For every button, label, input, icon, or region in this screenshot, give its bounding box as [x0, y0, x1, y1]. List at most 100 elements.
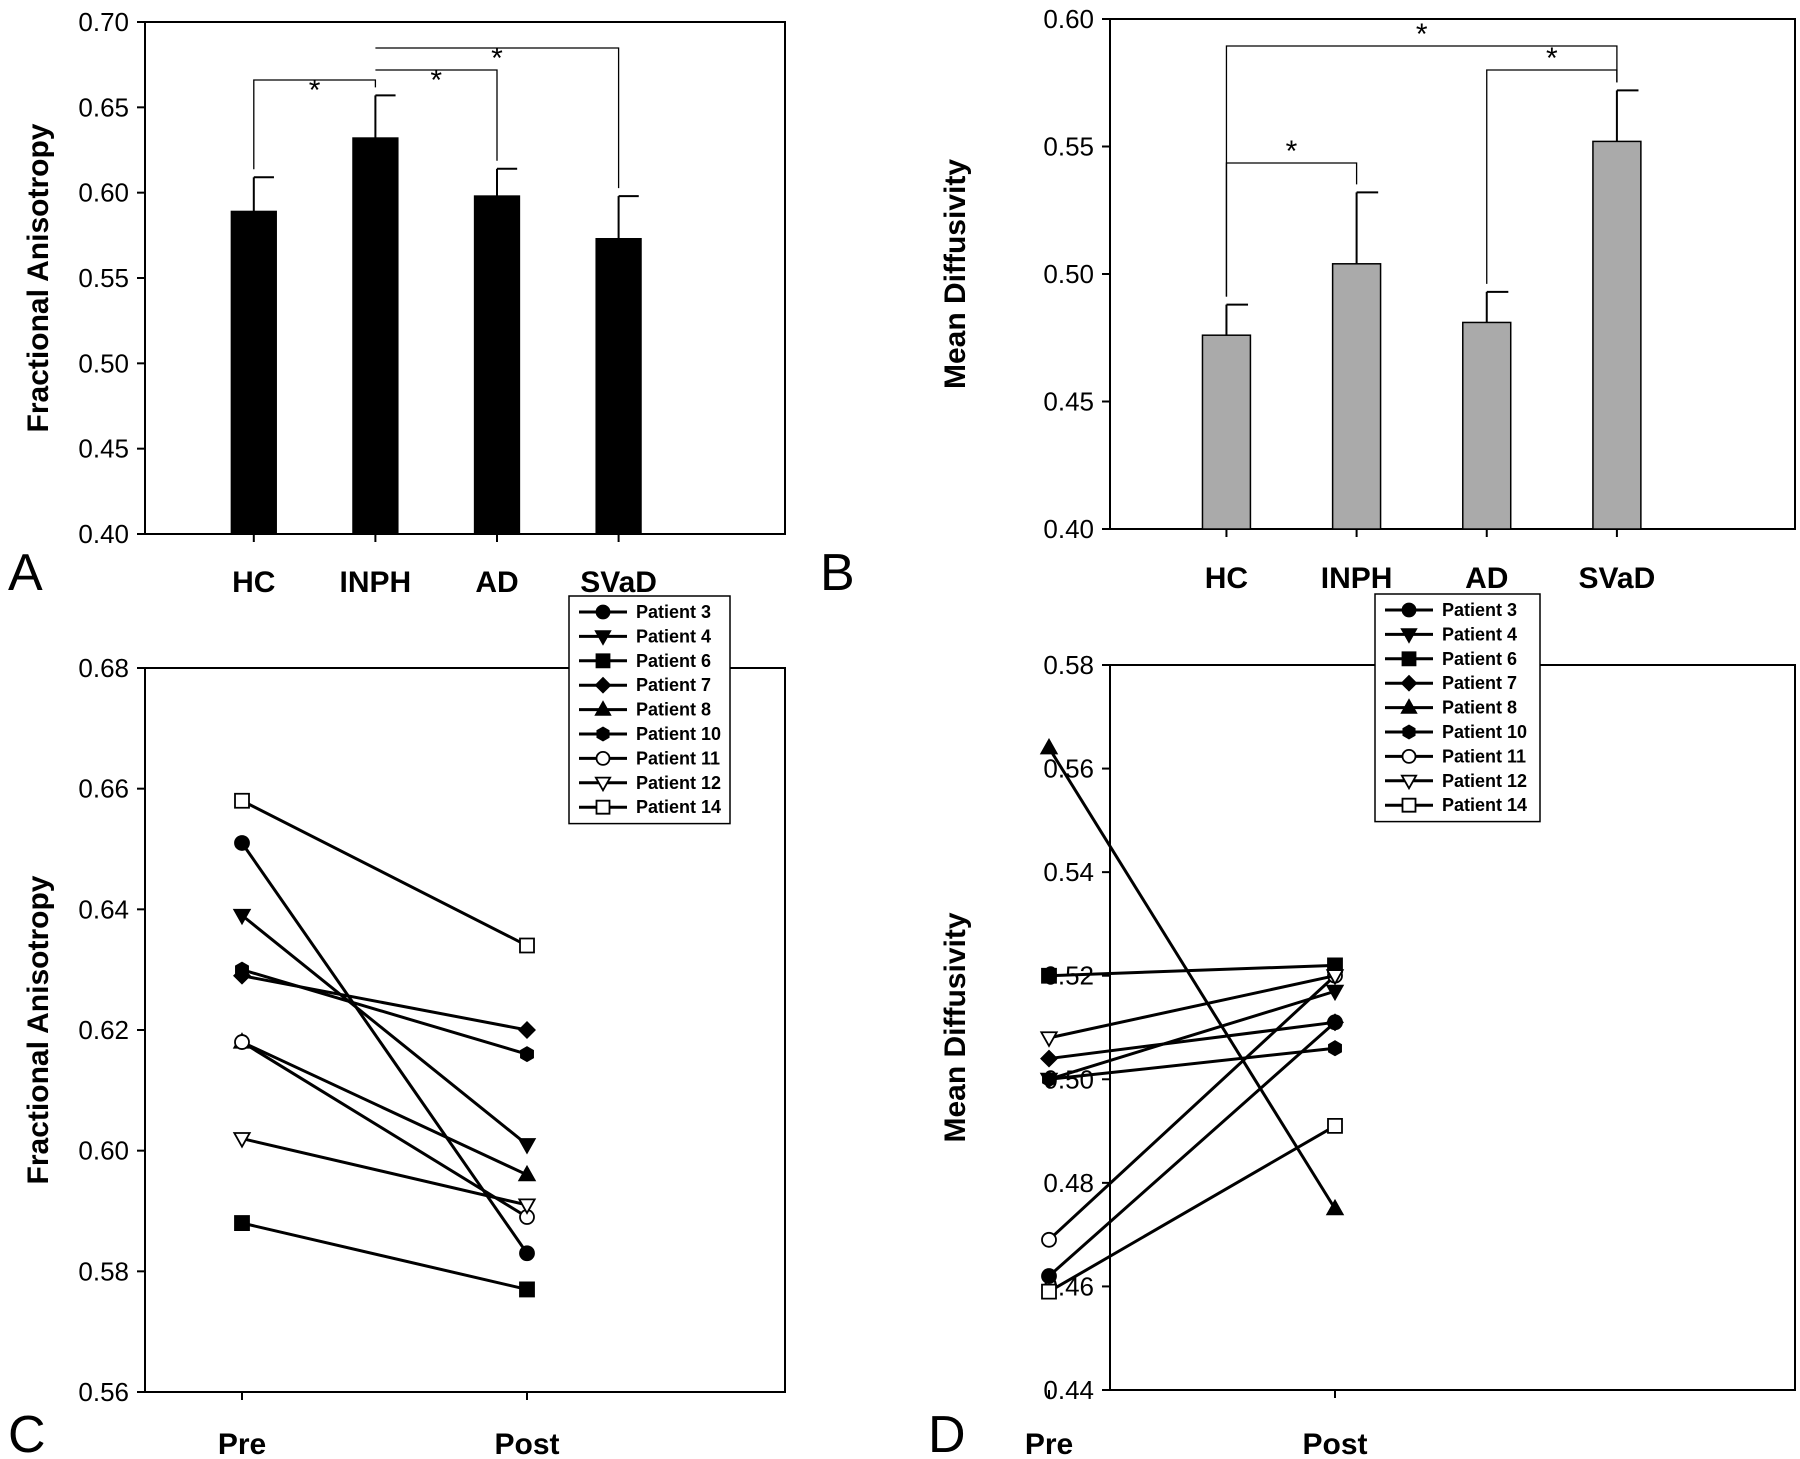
bar — [1331, 263, 1382, 530]
y-tick-label: 0.60 — [78, 178, 129, 208]
y-axis-label: Mean Diffusivity — [939, 159, 972, 389]
legend-swatch-marker — [1400, 774, 1418, 791]
series-line — [1047, 747, 1337, 1210]
data-point — [1042, 1071, 1056, 1088]
legend-label: Patient 10 — [1442, 722, 1527, 742]
panel-b: 0.40 0.45 0.50 0.55 0.60 Mean Diffusivity B HC I… — [820, 4, 1796, 602]
y-tick-label: 0.50 — [1043, 259, 1094, 289]
y-tick-label: 0.45 — [1043, 387, 1094, 417]
y-tick-label: 0.66 — [78, 774, 129, 804]
data-point — [234, 1034, 250, 1050]
data-point — [518, 1021, 536, 1039]
data-point — [235, 961, 249, 978]
bar — [473, 195, 521, 535]
series-patient-6 — [1041, 957, 1343, 984]
data-point — [1040, 1049, 1058, 1068]
legend-label: Patient 8 — [1442, 698, 1517, 718]
legend: Patient 3 Patient 4 Patient 6 Patient 7 Pati… — [1374, 593, 1541, 823]
series-patient-8 — [232, 1032, 537, 1182]
y-tick-label: 0.65 — [78, 92, 129, 122]
legend-swatch-marker — [1401, 797, 1417, 813]
series-line — [1048, 974, 1336, 1040]
y-tick-label: 0.48 — [1043, 1168, 1094, 1198]
legend-label: Patient 6 — [1442, 649, 1517, 669]
legend-label: Patient 8 — [636, 700, 711, 720]
panel-c: 0.56 0.58 0.60 0.62 0.64 0.66 0.68 Fractional A… — [8, 595, 786, 1459]
legend-label: Patient 4 — [636, 626, 711, 646]
legend-swatch-marker — [594, 630, 612, 646]
y-axis-label: Fractional Anisotropy — [22, 875, 55, 1184]
series-patient-8 — [1039, 737, 1345, 1216]
series-patient-7 — [1040, 1013, 1344, 1068]
legend-label: Patient 4 — [1442, 624, 1517, 644]
x-category-label: HC — [1205, 562, 1248, 595]
series-patient-14 — [234, 792, 535, 954]
legend-label: Patient 10 — [636, 724, 721, 744]
legend-label: Patient 6 — [636, 651, 711, 671]
x-category-label: Pre — [1025, 1428, 1073, 1459]
bar — [1201, 334, 1252, 530]
legend-label: Patient 12 — [1442, 771, 1527, 791]
x-category-label: AD — [475, 566, 518, 599]
data-point — [517, 1164, 537, 1182]
data-point — [1328, 1040, 1342, 1057]
series-line — [1048, 1021, 1336, 1278]
x-category-label: AD — [1465, 562, 1508, 595]
data-point — [1041, 967, 1057, 984]
legend-label: Patient 11 — [636, 748, 720, 768]
legend-swatch-marker — [595, 799, 611, 815]
series-patient-10 — [235, 961, 534, 1063]
y-axis-label: Fractional Anisotropy — [22, 123, 55, 432]
legend-swatch-marker — [1400, 698, 1418, 714]
x-category-label: INPH — [1321, 562, 1393, 595]
series-patient-3 — [234, 835, 535, 1262]
legend-label: Patient 7 — [1442, 673, 1517, 693]
legend-swatch-marker — [1400, 674, 1418, 692]
data-point — [1041, 1268, 1057, 1284]
bar — [352, 137, 399, 535]
series-patient-10 — [1042, 1040, 1342, 1088]
x-category-label: Post — [1302, 1428, 1367, 1459]
series-patient-11 — [234, 1034, 535, 1225]
panel-letter: C — [8, 1406, 46, 1459]
legend-swatch-marker — [595, 604, 611, 620]
y-tick-label: 0.55 — [78, 263, 129, 293]
legend-label: Patient 3 — [636, 602, 711, 622]
significance-star: * — [1416, 18, 1428, 51]
data-point — [1039, 737, 1059, 755]
data-point — [519, 1281, 535, 1298]
series-patient-12 — [232, 1132, 537, 1215]
y-tick-label: 0.60 — [1043, 4, 1094, 34]
x-category-label: Post — [494, 1428, 559, 1459]
data-point — [234, 1215, 250, 1231]
y-tick-label: 0.56 — [78, 1377, 129, 1407]
series-line — [1048, 1020, 1336, 1061]
legend-label: Patient 3 — [1442, 600, 1517, 620]
y-tick-label: 0.58 — [1043, 650, 1094, 680]
legend-swatch-marker — [594, 776, 612, 793]
series-line — [241, 1040, 528, 1177]
bar — [595, 237, 642, 535]
legend-label: Patient 11 — [1442, 746, 1526, 766]
data-point — [1325, 984, 1345, 1002]
y-tick-label: 0.54 — [1043, 857, 1094, 887]
legend-swatch-marker — [1400, 628, 1418, 644]
legend: Patient 3 Patient 4 Patient 6 Patient 7 Pati… — [568, 595, 731, 825]
y-tick-label: 0.50 — [78, 348, 129, 378]
legend-swatch-marker — [595, 653, 611, 669]
series-line — [1047, 974, 1337, 1241]
significance-star: * — [1546, 42, 1558, 75]
significance-bracket — [1486, 69, 1618, 284]
data-point — [517, 1138, 537, 1155]
legend-swatch-marker — [594, 676, 612, 694]
series-line — [240, 842, 529, 1255]
y-tick-label: 0.55 — [1043, 132, 1094, 162]
series-line — [241, 1137, 528, 1207]
series-line — [1048, 963, 1336, 978]
series-patient-11 — [1041, 967, 1343, 1248]
legend-label: Patient 7 — [636, 675, 711, 695]
significance-bracket — [375, 69, 498, 161]
significance-bracket — [253, 79, 377, 170]
data-point — [519, 937, 535, 954]
